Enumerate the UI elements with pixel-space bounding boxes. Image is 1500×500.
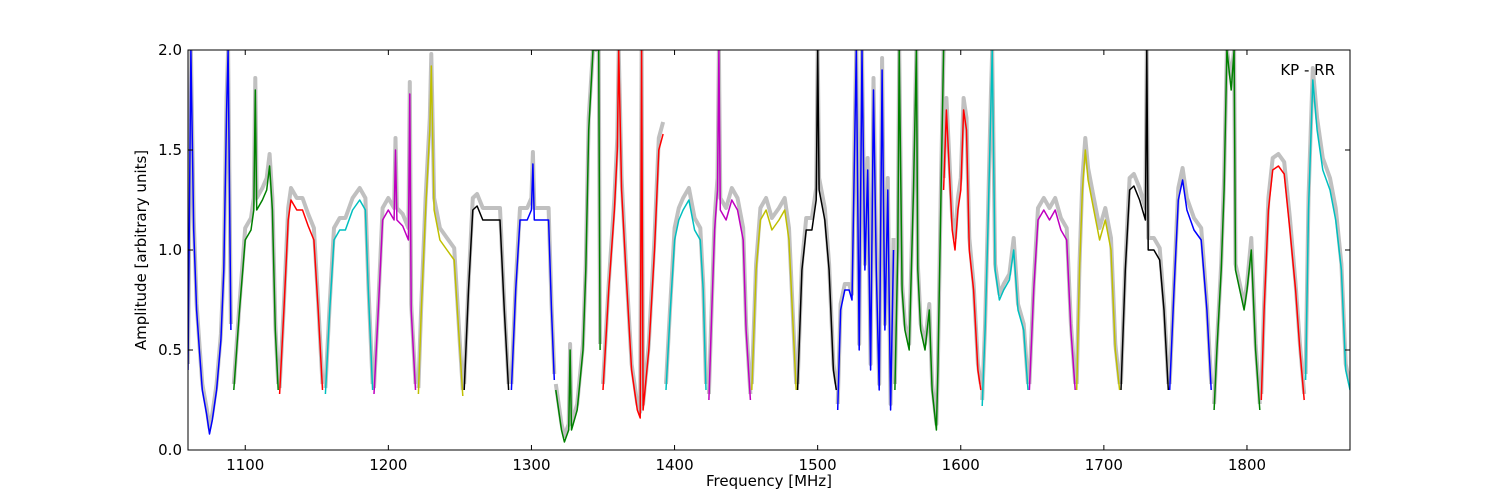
series-line-16	[894, 50, 945, 431]
series-line-12	[708, 50, 752, 401]
series-line-20	[1075, 149, 1121, 391]
series-line-17	[942, 109, 982, 391]
series-line-5	[373, 93, 417, 395]
series-line-3	[278, 199, 324, 395]
x-tick-label: 1400	[655, 456, 693, 474]
series-line-25	[1304, 79, 1350, 391]
chart-annotation: KP - RR	[1280, 61, 1335, 79]
y-axis-ticks: 0.0 0.5 1.0 1.5 2.0	[158, 41, 1350, 459]
series-line-15	[836, 50, 895, 411]
y-tick-label: 2.0	[158, 41, 182, 59]
series-line-1	[188, 50, 232, 435]
series-line-18	[981, 50, 1029, 407]
series-line-21	[1120, 50, 1170, 391]
x-tick-label: 1300	[512, 456, 550, 474]
series-line-11	[665, 199, 707, 391]
x-tick-label: 1700	[1085, 456, 1123, 474]
y-tick-label: 1.5	[158, 141, 182, 159]
x-tick-label: 1200	[369, 456, 407, 474]
y-axis-label: Amplitude [arbitrary units]	[132, 150, 150, 350]
y-tick-label: 0.5	[158, 341, 182, 359]
x-axis-label: Frequency [MHz]	[706, 472, 832, 490]
series-line-6	[417, 65, 464, 397]
x-tick-label: 1800	[1228, 456, 1266, 474]
series-line-10	[602, 50, 664, 419]
series-line-24	[1260, 165, 1305, 401]
series-line-14	[796, 50, 838, 391]
series-layer	[188, 50, 1350, 443]
y-tick-label: 1.0	[158, 241, 182, 259]
series-line-23	[1213, 50, 1261, 411]
series-line-2	[233, 89, 279, 391]
series-line-19	[1028, 209, 1076, 391]
x-tick-label: 1500	[799, 456, 837, 474]
series-line-4	[324, 199, 374, 395]
series-line-9	[555, 50, 601, 443]
series-line-13	[751, 209, 797, 391]
y-tick-label: 0.0	[158, 441, 182, 459]
series-line-22	[1168, 179, 1212, 391]
series-line-8	[510, 163, 556, 391]
x-tick-label: 1600	[942, 456, 980, 474]
x-tick-label: 1100	[226, 456, 264, 474]
series-line-7	[463, 205, 510, 391]
x-axis-ticks: 1100 1200 1300 1400 1500 1600 1700 1800	[226, 50, 1266, 474]
